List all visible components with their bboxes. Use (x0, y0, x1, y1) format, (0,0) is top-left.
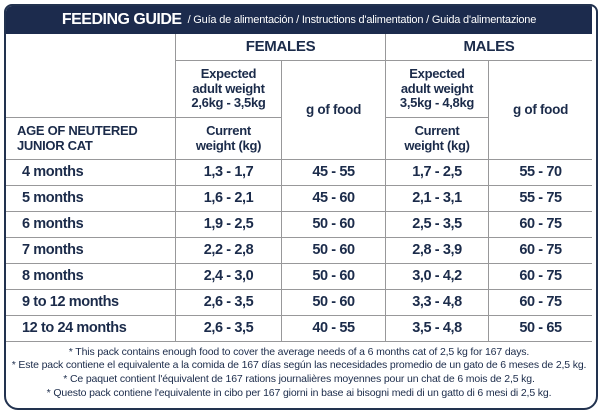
feeding-guide-header-bar: FEEDING GUIDE / Guía de alimentación / I… (6, 6, 592, 34)
females-g-of-food-header: g of food (282, 61, 386, 160)
male-weight-cell: 2,5 - 3,5 (386, 212, 489, 238)
feeding-guide-table: FEMALES MALES Expected adult weight 2,6k… (6, 34, 592, 404)
female-food-cell: 45 - 55 (282, 160, 386, 186)
males-current-weight-header: Current weight (kg) (386, 118, 489, 160)
feeding-guide-title: FEEDING GUIDE (61, 11, 182, 28)
male-food-cell: 60 - 75 (489, 290, 592, 316)
male-weight-cell: 1,7 - 2,5 (386, 160, 489, 186)
male-weight-cell: 2,1 - 3,1 (386, 186, 489, 212)
female-weight-cell: 1,6 - 2,1 (176, 186, 282, 212)
footnote-italian: * Questo pack contiene l'equivalente in … (46, 386, 552, 399)
corner-empty-cell (6, 34, 176, 118)
footnote-english: * This pack contains enough food to cove… (68, 345, 530, 358)
females-expected-weight-header: Expected adult weight 2,6kg - 3,5kg (176, 61, 282, 118)
footnote-french: * Ce paquet contient l'équivalent de 167… (63, 373, 535, 385)
age-column-header: AGE OF NEUTERED JUNIOR CAT (6, 118, 176, 160)
female-food-cell: 50 - 60 (282, 212, 386, 238)
females-column-header: FEMALES (176, 34, 386, 61)
males-column-header: MALES (386, 34, 592, 61)
age-cell: 5 months (6, 186, 176, 212)
footnotes: * This pack contains enough food to cove… (6, 342, 592, 404)
female-food-cell: 50 - 60 (282, 290, 386, 316)
male-food-cell: 50 - 65 (489, 316, 592, 342)
female-weight-cell: 1,9 - 2,5 (176, 212, 282, 238)
male-food-cell: 55 - 75 (489, 186, 592, 212)
female-food-cell: 45 - 60 (282, 186, 386, 212)
feeding-guide-subtitle: / Guía de alimentación / Instructions d'… (187, 14, 537, 26)
footnote-spanish: * Este pack contiene el equivalente a la… (11, 359, 587, 372)
males-g-of-food-header: g of food (489, 61, 592, 160)
age-cell: 4 months (6, 160, 176, 186)
age-cell: 9 to 12 months (6, 290, 176, 316)
female-weight-cell: 2,6 - 3,5 (176, 290, 282, 316)
male-food-cell: 55 - 70 (489, 160, 592, 186)
age-cell: 6 months (6, 212, 176, 238)
males-expected-weight-header: Expected adult weight 3,5kg - 4,8kg (386, 61, 489, 118)
male-weight-cell: 3,5 - 4,8 (386, 316, 489, 342)
male-food-cell: 60 - 75 (489, 212, 592, 238)
female-food-cell: 40 - 55 (282, 316, 386, 342)
male-weight-cell: 2,8 - 3,9 (386, 238, 489, 264)
feeding-guide-card: FEEDING GUIDE / Guía de alimentación / I… (4, 4, 598, 410)
age-cell: 12 to 24 months (6, 316, 176, 342)
age-cell: 7 months (6, 238, 176, 264)
male-weight-cell: 3,3 - 4,8 (386, 290, 489, 316)
female-weight-cell: 1,3 - 1,7 (176, 160, 282, 186)
female-weight-cell: 2,2 - 2,8 (176, 238, 282, 264)
female-food-cell: 50 - 60 (282, 238, 386, 264)
females-current-weight-header: Current weight (kg) (176, 118, 282, 160)
female-food-cell: 50 - 60 (282, 264, 386, 290)
female-weight-cell: 2,4 - 3,0 (176, 264, 282, 290)
female-weight-cell: 2,6 - 3,5 (176, 316, 282, 342)
male-food-cell: 60 - 75 (489, 238, 592, 264)
male-weight-cell: 3,0 - 4,2 (386, 264, 489, 290)
male-food-cell: 60 - 75 (489, 264, 592, 290)
age-cell: 8 months (6, 264, 176, 290)
